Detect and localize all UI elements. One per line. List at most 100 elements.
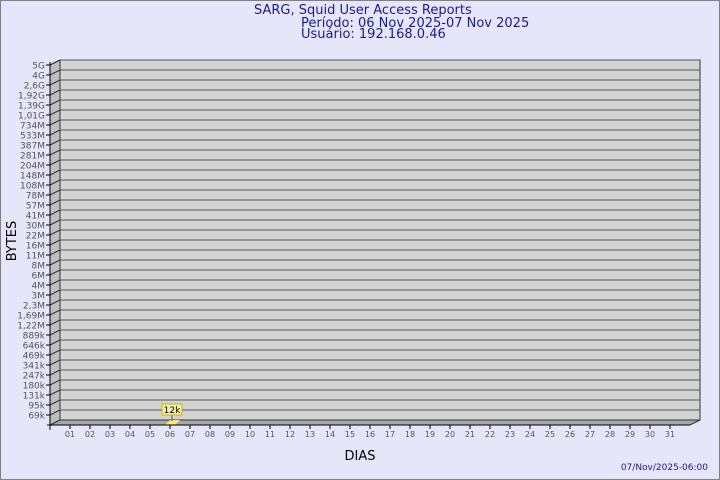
y-tick-label: 41M bbox=[26, 212, 45, 222]
x-tick-label: 18 bbox=[405, 430, 415, 439]
gridline-side bbox=[49, 149, 61, 156]
x-tick-label: 23 bbox=[505, 430, 515, 439]
gridline-side bbox=[49, 99, 61, 106]
x-tick-label: 04 bbox=[125, 430, 135, 439]
gridline-side bbox=[49, 209, 61, 216]
x-tick-label: 22 bbox=[485, 430, 495, 439]
x-tick-label: 31 bbox=[665, 430, 675, 439]
y-tick-label: 78M bbox=[26, 192, 45, 202]
x-tick-label: 29 bbox=[625, 430, 635, 439]
chart-title: SARG, Squid User Access Reports bbox=[254, 3, 472, 18]
y-tick-label: 108M bbox=[20, 182, 45, 192]
gridline-side bbox=[49, 139, 61, 146]
y-tick-label: 180k bbox=[23, 382, 46, 392]
y-tick-label: 2,6G bbox=[24, 82, 45, 92]
y-tick-label: 1,01G bbox=[18, 112, 45, 122]
y-tick-label: 148M bbox=[20, 172, 45, 182]
gridline-side bbox=[49, 409, 61, 416]
x-tick-label: 24 bbox=[525, 430, 535, 439]
y-tick-label: 4M bbox=[32, 282, 46, 292]
chart-user: Usuário: 192.168.0.46 bbox=[301, 27, 446, 42]
gridline-side bbox=[49, 89, 61, 96]
gridline-side bbox=[49, 79, 61, 86]
x-tick-label: 20 bbox=[445, 430, 455, 439]
gridline-side bbox=[49, 259, 61, 266]
y-tick-label: 204M bbox=[20, 162, 45, 172]
x-tick-label: 08 bbox=[205, 430, 215, 439]
chart-period: Período: 06 Nov 2025-07 Nov 2025 bbox=[301, 16, 530, 31]
y-axis-label: BYTES bbox=[5, 221, 20, 262]
x-tick-label: 10 bbox=[245, 430, 255, 439]
y-tick-label: 30M bbox=[26, 222, 45, 232]
y-tick-label: 16M bbox=[26, 242, 45, 252]
y-tick-label: 533M bbox=[20, 132, 45, 142]
y-tick-label: 69k bbox=[28, 412, 45, 422]
gridline-side bbox=[49, 289, 61, 296]
x-tick-label: 07 bbox=[185, 430, 195, 439]
y-tick-label: 247k bbox=[23, 372, 46, 382]
gridline-side bbox=[49, 399, 61, 406]
gridline-side bbox=[49, 219, 61, 226]
x-tick-label: 15 bbox=[345, 430, 355, 439]
gridline-side bbox=[49, 129, 61, 136]
y-tick-label: 6M bbox=[32, 272, 46, 282]
y-tick-label: 57M bbox=[26, 202, 45, 212]
x-axis-label: DIAS bbox=[345, 449, 376, 464]
y-tick-label: 341k bbox=[23, 362, 46, 372]
data-label: 12k bbox=[164, 406, 181, 416]
y-tick-label: 1,92G bbox=[18, 92, 45, 102]
gridline-side bbox=[49, 389, 61, 396]
gridline-side bbox=[49, 189, 61, 196]
y-tick-label: 22M bbox=[26, 232, 45, 242]
gridline-side bbox=[49, 279, 61, 286]
gridline-side bbox=[49, 349, 61, 356]
gridline-side bbox=[49, 339, 61, 346]
x-tick-label: 30 bbox=[645, 430, 655, 439]
x-tick-label: 27 bbox=[585, 430, 595, 439]
x-tick-label: 17 bbox=[385, 430, 395, 439]
gridline-side bbox=[49, 319, 61, 326]
y-tick-label: 5G bbox=[32, 62, 45, 72]
gridline-side bbox=[49, 269, 61, 276]
plot-floor bbox=[49, 419, 701, 426]
gridline-side bbox=[49, 299, 61, 306]
y-tick-label: 734M bbox=[20, 122, 45, 132]
x-tick-label: 14 bbox=[325, 430, 335, 439]
x-tick-label: 09 bbox=[225, 430, 235, 439]
gridline-side bbox=[49, 119, 61, 126]
y-tick-label: 646k bbox=[23, 342, 46, 352]
x-tick-label: 28 bbox=[605, 430, 615, 439]
gridline-side bbox=[49, 329, 61, 336]
y-tick-label: 1,22M bbox=[17, 322, 45, 332]
x-tick-label: 19 bbox=[425, 430, 435, 439]
gridline-side bbox=[49, 159, 61, 166]
gridline-side bbox=[49, 379, 61, 386]
gridline-side bbox=[49, 229, 61, 236]
y-tick-label: 11M bbox=[26, 252, 45, 262]
x-tick-label: 05 bbox=[145, 430, 155, 439]
report-timestamp: 07/Nov/2025-06:00 bbox=[621, 463, 708, 473]
x-tick-label: 16 bbox=[365, 430, 375, 439]
y-tick-label: 469k bbox=[23, 352, 46, 362]
x-tick-label: 02 bbox=[85, 430, 95, 439]
gridline-side bbox=[49, 69, 61, 76]
y-tick-label: 4G bbox=[32, 72, 45, 82]
gridline-side bbox=[49, 169, 61, 176]
y-tick-label: 3M bbox=[32, 292, 46, 302]
x-tick-label: 26 bbox=[565, 430, 575, 439]
x-tick-label: 12 bbox=[285, 430, 295, 439]
y-tick-label: 8M bbox=[32, 262, 46, 272]
x-tick-label: 06 bbox=[165, 430, 175, 439]
data-label-box bbox=[161, 403, 183, 416]
x-tick-label: 21 bbox=[465, 430, 475, 439]
bar-06 bbox=[165, 420, 180, 425]
gridline-side bbox=[49, 239, 61, 246]
gridline-side bbox=[49, 109, 61, 116]
y-tick-label: 281M bbox=[20, 152, 45, 162]
y-tick-label: 131k bbox=[23, 392, 46, 402]
x-tick-label: 25 bbox=[545, 430, 555, 439]
y-tick-label: 1,69M bbox=[17, 312, 45, 322]
gridline-side bbox=[49, 179, 61, 186]
